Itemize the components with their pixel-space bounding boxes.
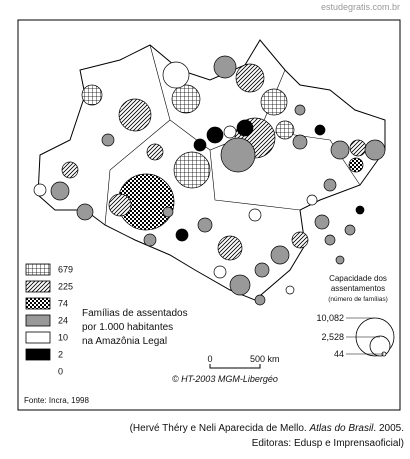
legend-swatch: [25, 280, 51, 293]
settlement-circle: [213, 55, 237, 79]
settlement-circle: [101, 133, 115, 147]
settlement-circle: [146, 143, 164, 161]
settlement-circle: [236, 119, 254, 137]
settlement-circle: [108, 193, 132, 217]
settlement-circle: [314, 124, 326, 136]
settlement-circle: [275, 120, 295, 140]
size-label: 44: [334, 349, 344, 359]
settlement-circle: [162, 206, 174, 218]
settlement-circle: [229, 274, 251, 296]
settlement-circle: [206, 126, 224, 144]
scale-end: 500 km: [250, 354, 280, 364]
settlement-circle: [61, 161, 79, 179]
legend-title: Famílias de assentados: [82, 308, 188, 319]
size-label: 10,082: [316, 313, 344, 323]
settlement-circle: [330, 140, 350, 160]
settlement-circle: [355, 205, 365, 215]
settlement-circle: [291, 231, 309, 249]
legend-title: por 1.000 habitantes: [82, 322, 173, 333]
size-legend-title: Capacidade dos: [329, 274, 387, 283]
settlement-circle: [171, 84, 201, 114]
settlement-circle: [33, 183, 47, 197]
settlement-circle: [348, 157, 364, 173]
settlement-circle: [294, 104, 306, 116]
settlement-circle: [324, 234, 336, 246]
settlement-circles: [33, 55, 386, 306]
settlement-circle: [217, 235, 243, 261]
size-legend-subtitle: (número de famílias): [328, 296, 388, 303]
size-legend-title: assentamentos: [331, 284, 385, 293]
settlement-circle: [254, 294, 266, 306]
settlement-circle: [76, 203, 94, 221]
settlement-circle: [364, 139, 386, 161]
settlement-circle: [306, 194, 318, 206]
legend-class: 225: [58, 281, 73, 291]
settlement-circle: [213, 265, 227, 279]
legend-class: 10: [58, 332, 68, 342]
settlement-circle: [175, 228, 189, 242]
size-label: 2,528: [321, 332, 344, 342]
scale-bar: [209, 364, 261, 369]
source: Fonte: Incra, 1998: [24, 396, 89, 405]
citation-line2: Editoras: Edusp e Imprensaoficial): [252, 438, 404, 449]
settlement-circle: [314, 214, 330, 230]
settlement-circle: [50, 181, 70, 201]
credit: © HT-2003 MGM-Libergéo: [172, 374, 278, 384]
citation: (Hervé Théry e Neli Aparecida de Mello. …: [130, 423, 404, 434]
settlement-circle: [223, 125, 237, 139]
settlement-circle: [349, 139, 367, 157]
settlement-circle: [254, 262, 270, 278]
settlement-circle: [235, 63, 265, 93]
settlement-circle: [81, 84, 103, 106]
watermark: estudegratis.com.br: [321, 2, 400, 12]
settlement-circle: [118, 98, 152, 132]
class-legend: 679 225 74 24 10 2 0: [25, 263, 73, 376]
scale-start: 0: [207, 354, 212, 364]
legend-class: 679: [58, 264, 73, 274]
legend-swatch: [25, 263, 51, 276]
state-borders: [104, 44, 361, 226]
legend-title: na Amazônia Legal: [82, 336, 167, 347]
legend-swatch: [25, 331, 51, 344]
settlement-circle: [173, 151, 211, 189]
citation-book: Atlas do Brasil: [308, 423, 374, 434]
legend-swatch: [25, 297, 51, 310]
citation-text: . 2005.: [373, 423, 404, 434]
settlement-circle: [292, 134, 308, 150]
legend-class: 74: [58, 298, 68, 308]
settlement-circle: [162, 61, 190, 89]
settlement-circle: [260, 88, 288, 116]
settlement-circle: [248, 208, 262, 222]
legend-class: 24: [58, 315, 68, 325]
settlement-circle: [220, 137, 256, 173]
size-circle: [369, 335, 391, 357]
settlement-circle: [323, 178, 337, 192]
settlement-circle: [285, 285, 295, 295]
legend-class: 0: [58, 366, 63, 376]
settlement-circle: [143, 233, 157, 247]
size-leaders: [346, 317, 384, 355]
citation-text: (Hervé Théry e Neli Aparecida de Mello.: [130, 423, 310, 434]
legend-class: 2: [58, 349, 63, 359]
settlement-circle: [193, 138, 207, 152]
legend-swatch: [25, 314, 51, 327]
legend-swatch: [25, 348, 51, 361]
settlement-circle: [270, 245, 290, 265]
settlement-circle: [197, 217, 213, 233]
settlement-circle: [335, 255, 345, 265]
settlement-circle: [344, 224, 356, 236]
